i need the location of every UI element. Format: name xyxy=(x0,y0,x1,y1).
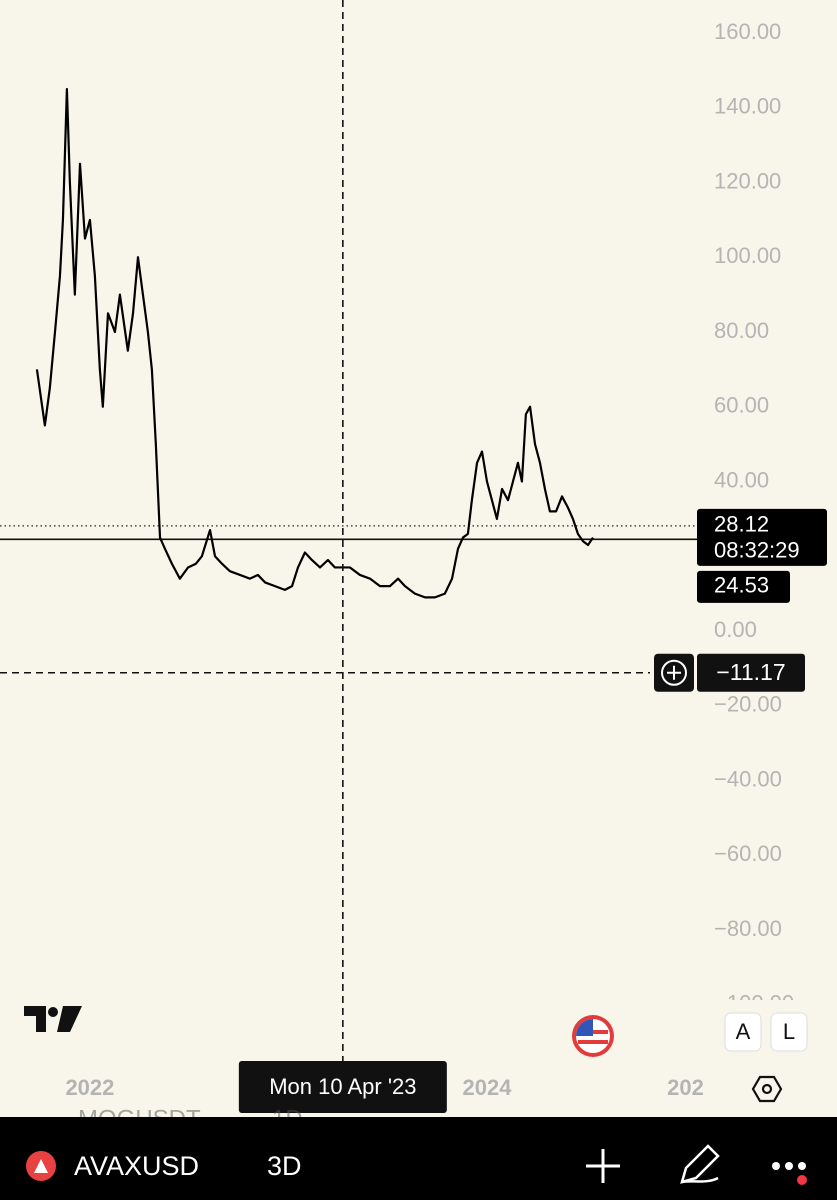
last-price-label: 28.12 xyxy=(714,512,769,537)
add-alert-icon xyxy=(667,665,681,680)
scale-button[interactable]: L xyxy=(770,1012,808,1052)
y-tick-label: −80.00 xyxy=(714,916,782,941)
y-tick-label: 140.00 xyxy=(714,94,781,119)
crosshair-date-box xyxy=(238,1061,447,1113)
scale-button-label: A xyxy=(736,1019,751,1044)
draw-button[interactable] xyxy=(680,1144,720,1184)
x-tick-label: 202 xyxy=(667,1075,704,1100)
scale-button[interactable]: A xyxy=(724,1012,762,1052)
y-tick-label: −60.00 xyxy=(714,841,782,866)
x-tick-label: 2022 xyxy=(65,1075,114,1100)
price-line xyxy=(35,87,594,599)
reference-price-box xyxy=(697,570,790,603)
y-tick-label: −40.00 xyxy=(714,766,782,791)
interval[interactable]: 3D xyxy=(267,1151,302,1181)
crosshair-date-label: Mon 10 Apr '23 xyxy=(269,1074,416,1099)
scale-button-label: L xyxy=(783,1019,795,1044)
x-tick-label: 2024 xyxy=(462,1075,512,1100)
bottom-toolbar xyxy=(0,1117,837,1200)
y-tick-label: 60.00 xyxy=(714,393,769,418)
y-tick-label: 120.00 xyxy=(714,168,781,193)
add-alert-icon xyxy=(661,659,687,686)
crosshair-price-label: −11.17 xyxy=(716,659,785,685)
crosshair-price-box xyxy=(697,653,805,692)
y-tick-label: 160.00 xyxy=(714,19,781,44)
symbol-logo xyxy=(26,1151,56,1181)
more-button[interactable] xyxy=(772,1162,807,1185)
add-alert-button[interactable] xyxy=(654,653,694,692)
countdown-label: 08:32:29 xyxy=(714,538,800,563)
market-flag[interactable] xyxy=(572,1015,614,1057)
y-tick-label: −20.00 xyxy=(714,692,782,717)
y-tick-label: 80.00 xyxy=(714,318,769,343)
y-tick-label: 100.00 xyxy=(714,243,781,268)
settings-icon[interactable] xyxy=(751,1075,783,1103)
last-price-box xyxy=(697,508,827,566)
add-button[interactable] xyxy=(586,1149,620,1183)
reference-price-label: 24.53 xyxy=(714,573,769,598)
symbol[interactable]: AVAXUSD xyxy=(74,1151,199,1181)
y-tick-label: 0.00 xyxy=(714,617,757,642)
y-tick-label: 40.00 xyxy=(714,467,769,492)
y-tick-label: −100.00 xyxy=(714,991,794,1016)
tv-logo xyxy=(24,1006,82,1032)
